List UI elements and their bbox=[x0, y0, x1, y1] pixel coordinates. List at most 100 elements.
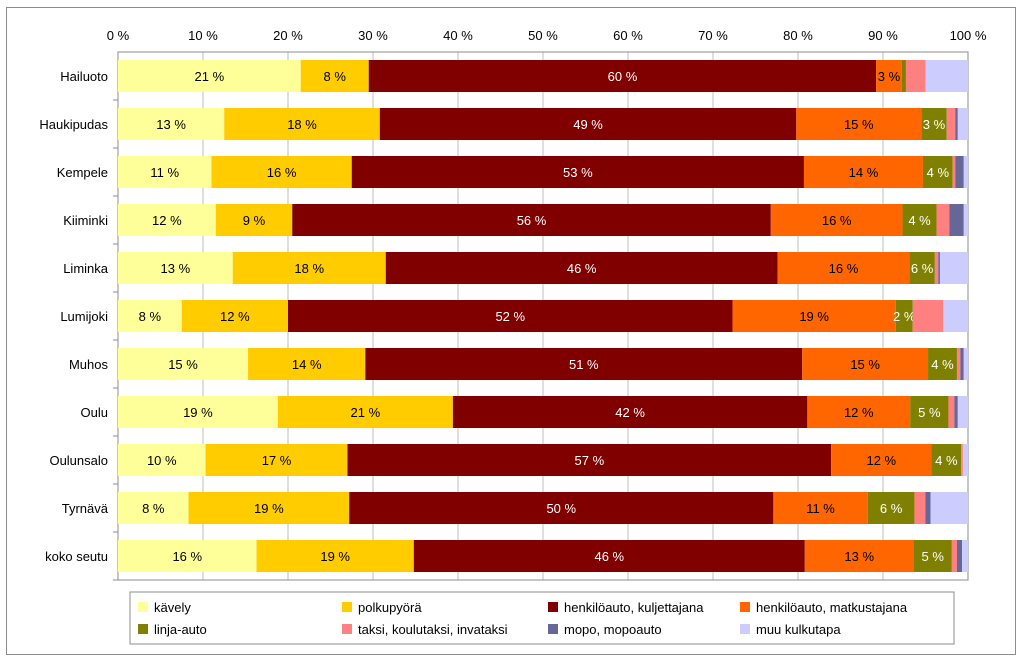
bar-linja-auto-lumijoki bbox=[895, 300, 913, 332]
data-label: 16 % bbox=[822, 213, 852, 228]
data-label: 18 % bbox=[294, 261, 324, 276]
bar-muu-kulkutapa-kiiminki bbox=[963, 204, 968, 236]
data-label: 16 % bbox=[172, 549, 202, 564]
x-tick-label: 90 % bbox=[868, 28, 898, 43]
data-label: 4 % bbox=[927, 165, 950, 180]
bar-henkiloauto-matkustajana-kempele bbox=[803, 156, 923, 188]
bar-kavely-tyrnava bbox=[118, 492, 189, 524]
data-label: 11 % bbox=[806, 501, 835, 516]
data-label: 56 % bbox=[517, 213, 547, 228]
data-label: 12 % bbox=[866, 453, 896, 468]
bar-muu-kulkutapa-lumijoki bbox=[943, 300, 968, 332]
bar-mopo-mopoauto-kiiminki bbox=[949, 204, 964, 236]
data-label: 49 % bbox=[573, 117, 603, 132]
legend-item-muu-kulkutapa: muu kulkutapa bbox=[756, 622, 841, 637]
bar-henkiloauto-kuljettajana-hailuoto bbox=[368, 60, 877, 92]
bar-taksi-koulutaksi-invataksi-oulunsalo bbox=[961, 444, 963, 476]
bar-taksi-koulutaksi-invataksi-koko-seutu bbox=[951, 540, 957, 572]
bar-muu-kulkutapa-muhos bbox=[963, 348, 968, 380]
data-label: 13 % bbox=[161, 261, 191, 276]
bar-polkupyora-muhos bbox=[248, 348, 366, 380]
data-label: 46 % bbox=[567, 261, 597, 276]
legend-item-polkupyora: polkupyörä bbox=[358, 600, 422, 615]
bar-henkiloauto-kuljettajana-haukipudas bbox=[379, 108, 797, 140]
data-label: 4 % bbox=[935, 453, 958, 468]
bar-muu-kulkutapa-liminka bbox=[939, 252, 968, 284]
legend-item-taksi-koulutaksi-invataksi: taksi, koulutaksi, invataksi bbox=[358, 622, 508, 637]
category-label: Kempele bbox=[57, 165, 108, 180]
bar-henkiloauto-kuljettajana-muhos bbox=[365, 348, 803, 380]
x-tick-label: 30 % bbox=[358, 28, 388, 43]
legend-item-linja-auto: linja-auto bbox=[154, 622, 207, 637]
category-label: koko seutu bbox=[45, 549, 108, 564]
data-label: 21 % bbox=[195, 69, 225, 84]
legend-swatch-taksi-koulutaksi-invataksi bbox=[342, 624, 352, 634]
x-tick-label: 100 % bbox=[950, 28, 987, 43]
bar-kavely-hailuoto bbox=[118, 60, 301, 92]
data-label: 15 % bbox=[168, 357, 198, 372]
legend-swatch-henkiloauto-kuljettajana bbox=[548, 602, 558, 612]
bar-polkupyora-kempele bbox=[211, 156, 352, 188]
x-tick-label: 0 % bbox=[107, 28, 130, 43]
data-label: 19 % bbox=[254, 501, 284, 516]
bar-kavely-haukipudas bbox=[118, 108, 225, 140]
bar-muu-kulkutapa-hailuoto bbox=[925, 60, 968, 92]
bar-kavely-kiiminki bbox=[118, 204, 216, 236]
data-label: 10 % bbox=[147, 453, 177, 468]
bar-henkiloauto-matkustajana-oulunsalo bbox=[831, 444, 932, 476]
bar-henkiloauto-kuljettajana-lumijoki bbox=[288, 300, 733, 332]
bar-polkupyora-tyrnava bbox=[188, 492, 350, 524]
data-label: 12 % bbox=[844, 405, 874, 420]
data-label: 2 % bbox=[893, 309, 916, 324]
bar-henkiloauto-matkustajana-tyrnava bbox=[773, 492, 868, 524]
data-label: 46 % bbox=[594, 549, 624, 564]
x-tick-label: 20 % bbox=[273, 28, 303, 43]
category-label: Haukipudas bbox=[39, 117, 108, 132]
bar-kavely-oulu bbox=[118, 396, 278, 428]
legend-item-henkiloauto-kuljettajana: henkilöauto, kuljettajana bbox=[564, 600, 704, 615]
category-label: Muhos bbox=[69, 357, 109, 372]
legend-swatch-mopo-mopoauto bbox=[548, 624, 558, 634]
data-label: 8 % bbox=[324, 69, 347, 84]
bar-taksi-koulutaksi-invataksi-muhos bbox=[956, 348, 961, 380]
legend-swatch-polkupyora bbox=[342, 602, 352, 612]
data-label: 5 % bbox=[922, 549, 945, 564]
bar-muu-kulkutapa-oulunsalo bbox=[962, 444, 968, 476]
data-label: 14 % bbox=[292, 357, 322, 372]
bar-mopo-mopoauto-koko-seutu bbox=[956, 540, 963, 572]
bar-polkupyora-oulunsalo bbox=[205, 444, 348, 476]
data-label: 42 % bbox=[615, 405, 645, 420]
bar-kavely-liminka bbox=[118, 252, 233, 284]
data-label: 16 % bbox=[267, 165, 297, 180]
legend-swatch-kavely bbox=[138, 602, 148, 612]
bar-mopo-mopoauto-oulu bbox=[954, 396, 958, 428]
bar-henkiloauto-kuljettajana-oulu bbox=[452, 396, 808, 428]
bar-taksi-koulutaksi-invataksi-tyrnava bbox=[914, 492, 926, 524]
bar-polkupyora-koko-seutu bbox=[256, 540, 414, 572]
data-label: 16 % bbox=[829, 261, 859, 276]
bar-kavely-lumijoki bbox=[118, 300, 182, 332]
bar-taksi-koulutaksi-invataksi-liminka bbox=[934, 252, 939, 284]
bar-polkupyora-haukipudas bbox=[224, 108, 380, 140]
bar-mopo-mopoauto-liminka bbox=[938, 252, 940, 284]
legend-item-kavely: kävely bbox=[154, 600, 191, 615]
data-label: 8 % bbox=[142, 501, 165, 516]
data-label: 19 % bbox=[320, 549, 350, 564]
bar-muu-kulkutapa-kempele bbox=[963, 156, 968, 188]
data-label: 9 % bbox=[243, 213, 266, 228]
data-label: 53 % bbox=[563, 165, 593, 180]
bar-mopo-mopoauto-tyrnava bbox=[925, 492, 931, 524]
data-label: 5 % bbox=[918, 405, 941, 420]
data-label: 19 % bbox=[799, 309, 829, 324]
data-label: 8 % bbox=[139, 309, 162, 324]
data-label: 52 % bbox=[495, 309, 525, 324]
legend-swatch-henkiloauto-matkustajana bbox=[740, 602, 750, 612]
bar-muu-kulkutapa-oulu bbox=[957, 396, 968, 428]
bar-kavely-koko-seutu bbox=[118, 540, 257, 572]
bar-linja-auto-oulunsalo bbox=[931, 444, 962, 476]
x-tick-label: 10 % bbox=[188, 28, 218, 43]
category-label: Kiiminki bbox=[63, 213, 108, 228]
x-tick-label: 60 % bbox=[613, 28, 643, 43]
data-label: 15 % bbox=[850, 357, 880, 372]
